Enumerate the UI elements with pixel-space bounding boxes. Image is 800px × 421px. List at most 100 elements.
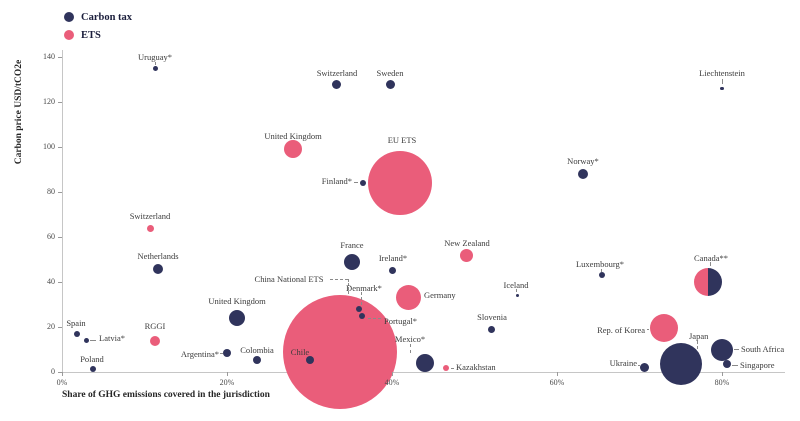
label-connector xyxy=(697,341,698,349)
label-connector xyxy=(710,262,711,266)
point-label: United Kingdom xyxy=(264,130,322,141)
label-connector xyxy=(516,289,517,292)
x-tick-label: 80% xyxy=(714,378,730,387)
point-label: Canada** xyxy=(694,252,728,263)
label-connector xyxy=(638,365,640,366)
point-label: Ireland* xyxy=(378,252,408,263)
bubble-eu-ets[interactable] xyxy=(368,151,433,215)
label-connector xyxy=(361,292,362,305)
bubble-france[interactable] xyxy=(344,253,361,270)
y-tick-label: 80 xyxy=(47,187,55,196)
legend-item-ets[interactable]: ETS xyxy=(64,26,132,44)
y-tick xyxy=(58,282,62,283)
label-connector xyxy=(330,278,348,280)
label-connector xyxy=(722,79,723,84)
point-label: Switzerland xyxy=(129,210,171,221)
bubble-denmark[interactable] xyxy=(356,306,362,312)
bubble-sweden[interactable] xyxy=(385,79,395,89)
y-tick-label: 100 xyxy=(43,142,55,151)
y-tick xyxy=(58,57,62,58)
bubble-rep-of-korea[interactable] xyxy=(650,314,679,343)
bubble-united-kingdom[interactable] xyxy=(228,310,245,326)
bubble-iceland[interactable] xyxy=(515,293,520,298)
bubble-singapore[interactable] xyxy=(722,360,731,369)
y-tick-label: 40 xyxy=(47,277,55,286)
y-tick-label: 20 xyxy=(47,322,55,331)
x-tick xyxy=(722,372,723,376)
bubble-canada[interactable] xyxy=(693,268,722,296)
point-label: New Zealand xyxy=(444,237,490,248)
legend-label-ets: ETS xyxy=(81,29,101,41)
label-connector xyxy=(450,367,454,369)
bubble-rggi[interactable] xyxy=(150,335,161,346)
bubble-chile[interactable] xyxy=(305,355,314,364)
y-tick-label: 0 xyxy=(51,367,55,376)
point-label: Iceland xyxy=(503,279,529,290)
bubble-latvia[interactable] xyxy=(84,338,90,343)
point-label: Slovenia xyxy=(477,311,507,322)
carbon-tax-swatch-icon xyxy=(64,12,74,22)
bubble-spain[interactable] xyxy=(73,330,80,337)
bubble-switzerland[interactable] xyxy=(146,224,154,232)
bubble-south-africa[interactable] xyxy=(711,338,733,361)
point-label: Mexico* xyxy=(394,333,426,344)
point-label: Denmark* xyxy=(346,282,382,293)
point-label: Netherlands xyxy=(137,250,179,261)
x-axis-title: Share of GHG emissions covered in the ju… xyxy=(62,390,270,400)
point-label: Germany xyxy=(424,289,456,300)
bubble-switzerland[interactable] xyxy=(332,79,342,89)
x-axis xyxy=(62,372,785,373)
bubble-netherlands[interactable] xyxy=(152,263,163,274)
point-label: Uruguay* xyxy=(138,51,172,62)
bubble-finland[interactable] xyxy=(360,180,367,186)
point-label: Chile xyxy=(290,346,310,357)
label-connector xyxy=(732,364,738,366)
bubble-luxembourg[interactable] xyxy=(598,272,605,279)
x-tick-label: 0% xyxy=(56,378,68,387)
x-tick xyxy=(62,372,63,376)
point-label: Portugal* xyxy=(384,315,418,326)
bubble-kazakhstan[interactable] xyxy=(443,364,450,371)
point-label: Argentina* xyxy=(180,348,219,359)
bubble-norway[interactable] xyxy=(577,169,588,179)
point-label: Poland xyxy=(80,353,104,364)
legend-item-carbon-tax[interactable]: Carbon tax xyxy=(64,8,132,26)
point-label: Sweden xyxy=(376,67,404,78)
y-tick xyxy=(58,147,62,148)
bubble-ukraine[interactable] xyxy=(639,363,649,372)
y-tick xyxy=(58,237,62,238)
bubble-germany[interactable] xyxy=(396,285,421,311)
bubble-poland[interactable] xyxy=(90,365,97,372)
x-tick xyxy=(227,372,228,376)
y-axis xyxy=(62,50,63,372)
y-tick-label: 60 xyxy=(47,232,55,241)
bubble-slovenia[interactable] xyxy=(487,325,495,333)
point-label: Ukraine xyxy=(609,357,637,368)
y-tick-label: 140 xyxy=(43,52,55,61)
bubble-china-national-ets[interactable] xyxy=(283,294,398,409)
point-label: EU ETS xyxy=(387,134,417,145)
point-label: Latvia* xyxy=(99,332,125,343)
label-connector xyxy=(90,339,96,341)
point-label: Switzerland xyxy=(316,67,358,78)
point-label: Liechtenstein xyxy=(699,67,745,78)
point-label: China National ETS xyxy=(254,273,324,284)
point-label: Rep. of Korea xyxy=(597,324,645,335)
bubble-mexico[interactable] xyxy=(416,354,434,372)
bubble-united-kingdom[interactable] xyxy=(284,140,302,159)
bubble-colombia[interactable] xyxy=(252,355,261,364)
bubble-new-zealand[interactable] xyxy=(459,248,473,262)
ets-swatch-icon xyxy=(64,30,74,40)
y-tick xyxy=(58,327,62,328)
bubble-japan[interactable] xyxy=(659,343,702,386)
bubble-argentina[interactable] xyxy=(223,348,231,357)
point-label: South Africa xyxy=(741,343,785,354)
y-tick xyxy=(58,102,62,103)
x-tick-label: 40% xyxy=(384,378,400,387)
point-label: United Kingdom xyxy=(208,295,266,306)
bubble-portugal[interactable] xyxy=(359,312,366,319)
legend: Carbon tax ETS xyxy=(64,8,132,44)
bubble-ireland[interactable] xyxy=(388,267,396,275)
bubble-liechtenstein[interactable] xyxy=(720,86,724,91)
bubble-uruguay[interactable] xyxy=(152,65,158,71)
